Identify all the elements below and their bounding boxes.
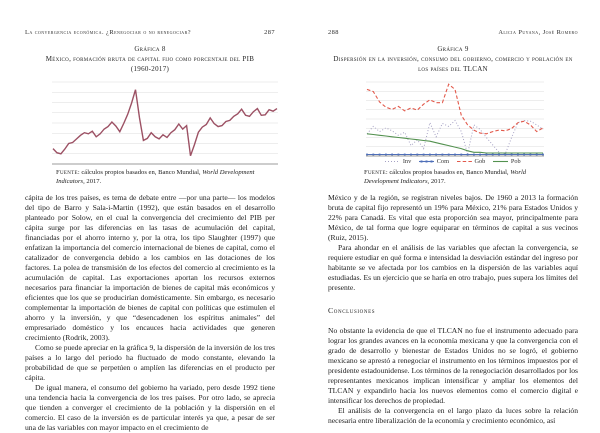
source-label: Fuente: [56, 168, 78, 176]
page-number-288: 288: [328, 29, 339, 36]
paragraph: cápita de los tres países, es tema de de…: [25, 193, 275, 342]
figure8-title-block: Gráfica 8 México, formación bruta de cap…: [25, 45, 275, 75]
paragraph: Para ahondar en el análisis de las varia…: [328, 243, 578, 292]
source-label: Fuente: [364, 168, 386, 176]
page-right: 288 Alicia Puyana, José Romero Gráfica 9…: [328, 0, 578, 426]
left-body-text: cápita de los tres países, es tema de de…: [25, 193, 275, 433]
conclusions-heading: Conclusiones: [328, 306, 376, 315]
right-body-text: México y de la región, se registran nive…: [328, 193, 578, 426]
dispersion-line-chart: [366, 81, 544, 157]
figure9-chart-area: [366, 81, 578, 157]
figure8-label: Gráfica 8: [134, 45, 166, 53]
figure9-title: Dispersión en la inversión, consumo del …: [333, 54, 573, 73]
figure8-subtitle: (1960-2017): [130, 64, 170, 73]
running-head-left: La convergencia económica. ¿Renegociar o…: [25, 29, 275, 36]
paragraph: El análisis de la convergencia en el lar…: [328, 406, 578, 425]
gfcf-line-chart: [52, 81, 278, 165]
running-head-right: 288 Alicia Puyana, José Romero: [328, 29, 578, 36]
paragraph: No obstante la evidencia de que el TLCAN…: [328, 326, 578, 405]
figure9-label: Gráfica 9: [437, 45, 469, 53]
legend-item-gob: Gob: [456, 158, 485, 165]
figure8-chart-area: [52, 81, 278, 165]
figure9-title-block: Gráfica 9 Dispersión en la inversión, co…: [328, 45, 578, 75]
figure9-source: Fuente: cálculos propios basados en, Ban…: [364, 168, 527, 185]
paragraph: México y de la región, se registran nive…: [328, 193, 578, 242]
figure8-source: Fuente: cálculos propios basados en, Ban…: [56, 168, 255, 185]
com-line-swatch: [419, 159, 435, 164]
figure8-title: México, formación bruta de capital fijo …: [45, 54, 255, 63]
legend-item-inv: Inv: [385, 158, 411, 165]
running-head-title: La convergencia económica. ¿Renegociar o…: [25, 29, 191, 36]
legend-item-pob: Pob: [493, 158, 521, 165]
page-number-287: 287: [264, 29, 275, 36]
legend-item-com: Com: [419, 158, 449, 165]
paragraph: Como se puede apreciar en la gráfica 9, …: [25, 343, 275, 382]
pob-line-swatch: [493, 159, 509, 164]
running-head-authors: Alicia Puyana, José Romero: [498, 29, 578, 36]
inv-line-swatch: [385, 159, 401, 164]
figure9-legend: Inv Com Gob Pob: [358, 158, 548, 165]
gob-line-swatch: [456, 159, 472, 164]
page-left: La convergencia económica. ¿Renegociar o…: [25, 0, 278, 433]
paragraph: De igual manera, el consumo del gobierno…: [25, 383, 275, 432]
